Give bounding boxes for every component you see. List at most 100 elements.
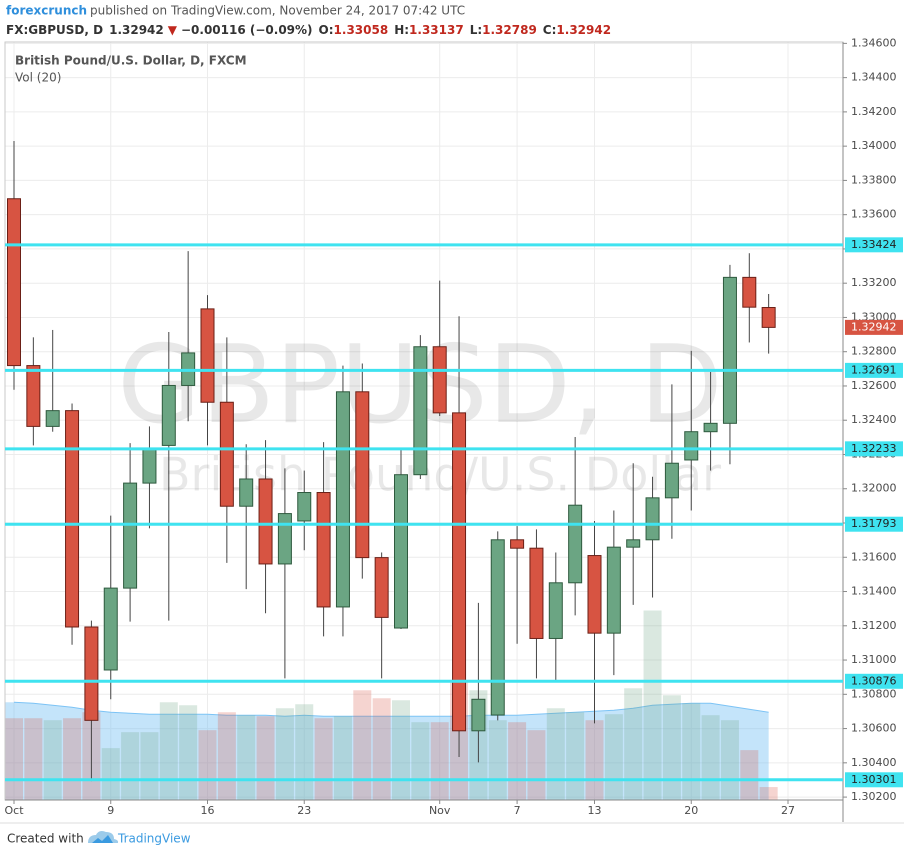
y-tick-label: 1.32800 (851, 345, 897, 358)
volume-bar (275, 708, 294, 800)
volume-bar (179, 705, 198, 800)
y-tick-label: 1.30600 (851, 722, 897, 735)
candle-body (161, 384, 176, 446)
candle-body (703, 422, 718, 433)
y-tick-label: 1.31000 (851, 653, 897, 666)
author[interactable]: forexcrunch (6, 4, 87, 18)
volume-bar (63, 718, 82, 800)
y-tick-label: 1.33800 (851, 173, 897, 186)
candle-body (568, 504, 583, 584)
volume-bar (217, 712, 236, 800)
candle-body (123, 482, 138, 589)
footer-brand[interactable]: TradingView (117, 832, 191, 846)
candle-body (471, 698, 486, 732)
candle-body (761, 307, 776, 328)
published: published on TradingView.com, November 2… (90, 4, 465, 18)
volume-bar (121, 732, 140, 800)
x-tick-label: 20 (684, 804, 698, 817)
candle-body (432, 346, 447, 414)
y-tick-label: 1.32400 (851, 413, 897, 426)
y-tick-label: 1.30200 (851, 790, 897, 803)
candle-body (84, 626, 99, 721)
volume-bar (24, 718, 43, 800)
candle-body (316, 492, 331, 608)
volume-bar (759, 787, 778, 800)
volume-bar (314, 718, 333, 800)
candle-body (606, 546, 621, 634)
candle-body (335, 391, 350, 608)
y-tick-label: 1.34000 (851, 139, 897, 152)
level-label: 1.30876 (851, 674, 897, 687)
x-tick-label: Oct (4, 804, 24, 817)
candle-body (297, 492, 312, 522)
volume-bar (198, 730, 217, 800)
level-label-box (845, 772, 903, 788)
candle-body (239, 478, 254, 507)
candle-body (355, 391, 370, 559)
y-tick-label: 1.32600 (851, 379, 897, 392)
volume-bar (353, 690, 372, 800)
y-tick-label: 1.30800 (851, 687, 897, 700)
level-label-box (845, 673, 903, 689)
level-label-box (845, 362, 903, 378)
candle-body (548, 582, 563, 639)
volume-bar (159, 702, 178, 800)
volume-bar (430, 722, 449, 800)
y-tick-label: 1.31200 (851, 619, 897, 632)
ohlc-label: L: (470, 23, 482, 37)
footer-text: Created with (7, 832, 84, 846)
x-tick-label: Nov (429, 804, 451, 817)
candle-body (529, 547, 544, 639)
candle-body (626, 539, 641, 548)
volume-bar (411, 722, 430, 800)
volume-bar (333, 716, 352, 800)
volume-bar (740, 750, 759, 800)
change-arrow: ▼ (168, 23, 178, 37)
level-label-box (845, 237, 903, 253)
level-label: 1.32691 (851, 363, 897, 376)
y-tick-label: 1.34400 (851, 71, 897, 84)
volume-bar (372, 698, 391, 800)
y-tick-label: 1.32000 (851, 482, 897, 495)
level-label: 1.31793 (851, 517, 897, 530)
y-tick-label: 1.31600 (851, 550, 897, 563)
header: forexcrunch published on TradingView.com… (6, 4, 611, 37)
volume-bar (140, 732, 159, 800)
last-price-box (845, 319, 903, 335)
volume-bar (43, 720, 62, 800)
candle-body (200, 308, 215, 403)
candle-body (394, 474, 408, 629)
x-tick-label: 7 (514, 804, 521, 817)
legend-volume: Vol (20) (15, 71, 61, 85)
volume-bar (682, 703, 701, 800)
candle-body (219, 401, 234, 507)
symbol-line: FX:GBPUSD, D 1.32942 ▼ −0.00116 (−0.09%) O:1… (6, 23, 611, 37)
x-tick-label: 23 (297, 804, 311, 817)
volume-bar (566, 712, 585, 800)
volume-bar (585, 720, 604, 800)
volume-bar (508, 722, 527, 800)
candle-body (65, 410, 80, 628)
ohlc-label: C: (543, 23, 557, 37)
volume-bar (624, 688, 643, 800)
volume-bar (237, 715, 256, 800)
candle-body (277, 513, 292, 565)
change: −0.00116 (−0.09%) (181, 23, 313, 37)
volume-bar (662, 695, 681, 800)
volume-bar (546, 708, 565, 800)
volume-bar (488, 720, 507, 800)
y-tick-label: 1.30400 (851, 756, 897, 769)
volume-bar (643, 610, 662, 800)
ohlc-label: H: (394, 23, 409, 37)
candle-body (7, 198, 21, 367)
x-tick-label: 16 (201, 804, 215, 817)
candle-body (510, 539, 525, 549)
candle-body (452, 412, 467, 732)
volume-bar (295, 704, 314, 800)
level-label-box (845, 441, 903, 457)
x-tick-label: 27 (781, 804, 795, 817)
volume-bar (527, 730, 546, 800)
